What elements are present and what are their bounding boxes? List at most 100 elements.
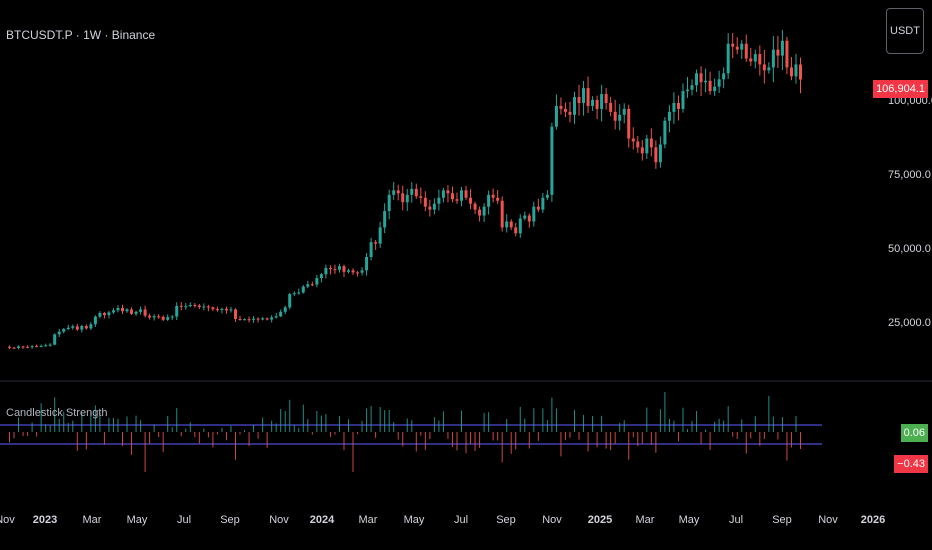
strength-bar: [560, 432, 562, 457]
strength-bar: [176, 408, 178, 432]
strength-bar: [366, 408, 368, 432]
strength-bar: [311, 432, 313, 435]
candle: [518, 214, 522, 238]
candle: [152, 314, 156, 321]
candle: [125, 308, 129, 313]
candle-body: [767, 67, 771, 71]
candle-body: [645, 138, 649, 154]
candle-body: [243, 319, 247, 321]
strength-bar: [158, 432, 160, 438]
candle-body: [704, 80, 708, 83]
strength-bar: [194, 432, 196, 438]
candle-body: [310, 284, 314, 286]
candle-body: [600, 94, 604, 109]
candle-body: [224, 308, 228, 311]
candle-body: [622, 108, 626, 115]
candle-body: [211, 307, 215, 310]
candle: [708, 71, 712, 95]
candle: [713, 78, 717, 96]
candle: [378, 221, 382, 248]
strength-bar: [402, 432, 404, 447]
candle-body: [446, 190, 450, 194]
candle-body: [681, 91, 685, 109]
strength-bar: [546, 420, 548, 432]
candle: [220, 307, 224, 314]
candle-body: [139, 309, 143, 312]
strength-bar: [384, 410, 386, 432]
candle: [238, 315, 242, 321]
strength-bar: [90, 410, 92, 432]
strength-bar: [447, 432, 449, 439]
time-axis[interactable]: Nov 2023 Mar May Jul Sep Nov 2024 Mar May Jul Sep No…: [0, 514, 885, 526]
candle: [26, 345, 30, 349]
candle: [211, 306, 215, 312]
candle-body: [283, 307, 287, 312]
strength-bar: [659, 409, 661, 432]
strength-bar: [348, 419, 349, 432]
candle-body: [410, 188, 414, 195]
candle: [622, 103, 626, 124]
strength-bar: [316, 411, 318, 432]
candle: [8, 345, 11, 350]
strength-bar: [325, 414, 327, 432]
candle: [75, 323, 79, 331]
strength-bar: [352, 432, 354, 472]
strength-bar: [587, 432, 589, 452]
candle: [319, 272, 323, 283]
strength-bar: [691, 420, 693, 432]
strength-bar: [641, 432, 643, 444]
candle: [89, 322, 93, 330]
candle-body: [577, 97, 581, 103]
candle: [771, 35, 775, 83]
candle-body: [383, 211, 387, 228]
candle: [261, 317, 265, 321]
candle: [202, 303, 206, 311]
candle: [139, 306, 143, 315]
candle-body: [121, 307, 124, 312]
candle: [794, 53, 798, 84]
candle: [577, 84, 581, 116]
candle: [93, 315, 97, 327]
currency-button[interactable]: USDT: [886, 8, 924, 54]
candle-body: [215, 309, 219, 311]
strength-bar: [67, 423, 69, 432]
strength-bar: [709, 432, 711, 450]
candle-body: [536, 206, 540, 210]
candle: [731, 32, 735, 59]
candle: [645, 134, 649, 160]
candle-body: [450, 193, 454, 200]
candle: [297, 288, 301, 295]
candle: [509, 219, 513, 231]
candle-body: [428, 206, 432, 210]
price-tick-label: 100,000.0: [888, 95, 932, 107]
strength-band: [0, 424, 822, 445]
strength-bar: [271, 420, 273, 432]
candle-body: [360, 270, 364, 273]
candle-body: [184, 306, 188, 308]
candle-body: [667, 111, 671, 121]
candle: [441, 187, 445, 203]
indicator-title: Candlestick Strength: [6, 407, 108, 419]
candle: [35, 344, 39, 348]
strength-bar: [31, 422, 33, 432]
candle: [704, 68, 708, 93]
candle-body: [157, 316, 161, 318]
strength-bar: [650, 432, 652, 445]
candle-body: [265, 318, 269, 320]
candle: [563, 102, 567, 118]
strength-bar: [149, 432, 151, 444]
candle-body: [731, 43, 735, 47]
candle: [279, 309, 283, 318]
strength-bar: [795, 416, 797, 432]
time-tick-label: May: [404, 514, 425, 526]
candle-body: [690, 85, 694, 90]
candle-body: [654, 147, 658, 163]
candle: [437, 189, 441, 211]
candle-body: [478, 209, 482, 216]
price-tick-label: 50,000.0: [888, 243, 931, 255]
strength-bar: [94, 405, 96, 432]
candle-body: [554, 105, 558, 127]
strength-bar: [727, 406, 729, 432]
strength-bar: [705, 429, 707, 432]
